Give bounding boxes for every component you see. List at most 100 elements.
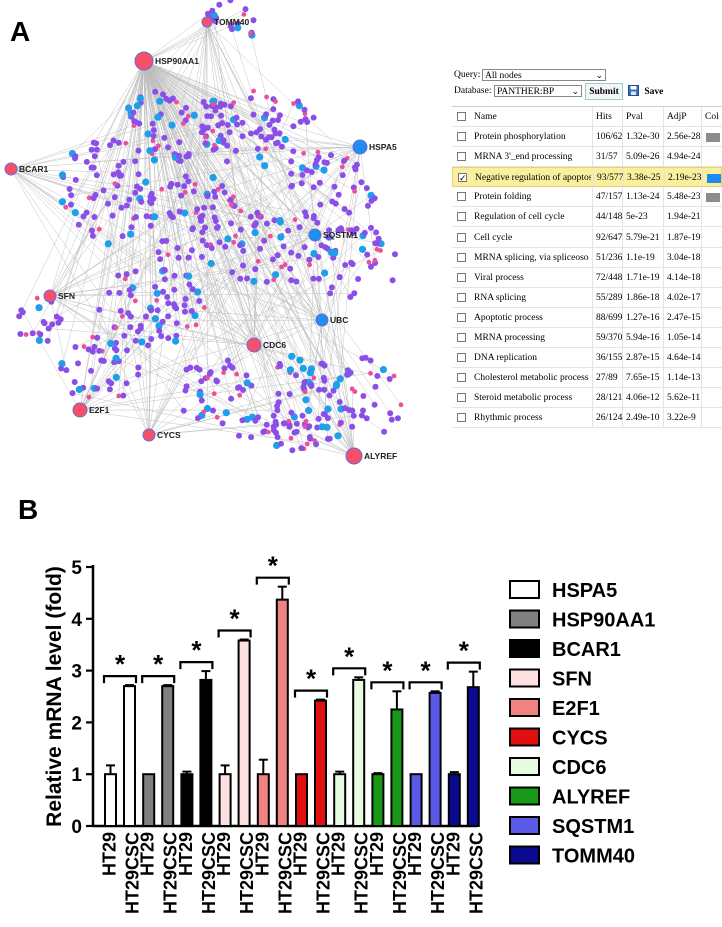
network-node [231, 239, 237, 245]
column-divider [663, 107, 664, 126]
network-node [158, 333, 165, 340]
table-row[interactable]: Protein folding 47/157 1.13e-24 5.48e-23 [452, 187, 722, 208]
row-checkbox[interactable] [457, 132, 466, 141]
row-checkbox[interactable] [457, 312, 466, 322]
column-divider [622, 267, 623, 287]
row-checkbox[interactable] [457, 373, 466, 383]
significance-star: * [382, 655, 393, 685]
table-row[interactable]: Steroid metabolic process 28/121 4.06e-12 5… [452, 388, 722, 409]
network-node [368, 197, 375, 204]
network-node [75, 360, 81, 367]
x-tick-label: HT29CSC [123, 832, 143, 914]
network-node [333, 380, 341, 389]
table-row[interactable]: MRNA splicing, via spliceoso 51/236 1.1e-1… [452, 247, 722, 268]
network-node [358, 412, 365, 419]
column-header-hits[interactable]: Hits [596, 112, 612, 122]
row-checkbox[interactable] [457, 152, 466, 162]
row-checkbox[interactable] [457, 333, 466, 342]
network-node [341, 157, 348, 164]
network-node [148, 307, 155, 314]
column-header-col[interactable]: Col [705, 112, 719, 122]
network-edge [103, 60, 145, 362]
network-node [274, 407, 281, 414]
submit-button[interactable]: Submit [585, 83, 623, 100]
network-node [373, 229, 380, 236]
table-row[interactable]: Regulation of cell cycle 44/148 5e-23 1.94e… [452, 207, 722, 228]
row-checkbox[interactable] [457, 192, 466, 202]
enrichment-table: Name Hits Pval AdjP Col Protein phosphorylati… [452, 106, 722, 429]
color-swatch[interactable] [706, 133, 720, 142]
network-node [236, 384, 243, 391]
network-node [293, 278, 300, 285]
row-checkbox[interactable] [457, 353, 466, 363]
row-checkbox[interactable] [457, 232, 466, 242]
column-divider [623, 168, 624, 187]
network-edge [10, 125, 134, 170]
network-node [130, 109, 137, 116]
network-node [228, 395, 235, 402]
table-row[interactable]: Cell cycle 92/647 5.79e-21 1.87e-19 [452, 227, 722, 248]
network-node [159, 318, 166, 325]
column-header-name[interactable]: Name [474, 112, 497, 122]
network-node [228, 220, 234, 227]
y-tick-label: 5 [71, 558, 82, 579]
network-node [273, 99, 278, 104]
column-divider [622, 328, 623, 347]
column-divider [701, 247, 702, 267]
color-swatch[interactable] [706, 193, 720, 203]
network-node [269, 117, 276, 124]
network-node [161, 134, 168, 141]
network-edge [143, 60, 328, 164]
network-node [229, 269, 236, 276]
column-divider [622, 287, 623, 307]
row-checkbox[interactable] [457, 212, 466, 222]
query-select[interactable]: All nodes ⌄ [482, 69, 606, 81]
row-checkbox[interactable] [457, 292, 466, 302]
network-edge [100, 21, 208, 361]
color-swatch[interactable] [707, 174, 721, 184]
row-checkbox[interactable] [457, 413, 466, 423]
network-node [234, 24, 242, 32]
network-node [111, 194, 118, 201]
table-row[interactable]: Viral process 72/448 1.71e-19 4.14e-18 [452, 267, 722, 288]
table-row[interactable]: MRNA 3'_end processing 31/57 5.09e-26 4.94e… [452, 147, 722, 168]
row-checkbox[interactable] [457, 252, 466, 262]
network-node [232, 147, 239, 154]
significance-bracket [179, 661, 214, 670]
network-node [331, 249, 339, 257]
network-node [58, 365, 65, 372]
row-checkbox[interactable]: ✓ [458, 173, 467, 184]
network-node [136, 95, 144, 103]
table-row[interactable]: DNA replication 36/155 2.87e-15 4.64e-14 [452, 348, 722, 369]
bar-sqstm1-ht29 [409, 773, 423, 828]
database-select[interactable]: PANTHER:BP ⌄ [494, 85, 582, 97]
column-divider [663, 408, 664, 428]
table-row[interactable]: MRNA processing 59/370 5.94e-16 1.05e-14 [452, 328, 722, 348]
cell-adjp: 4.64e-14 [667, 353, 701, 364]
table-row[interactable]: RNA splicing 55/289 1.86e-18 4.02e-17 [452, 287, 722, 308]
network-node [69, 390, 76, 397]
network-node [125, 310, 132, 317]
column-header-pval[interactable]: Pval [626, 112, 643, 122]
chart-bars: *HT29 HT29CSC*HT29 HT29CSC*HT29 HT29CSC*HT2… [100, 551, 487, 914]
save-button[interactable]: Save [628, 85, 663, 99]
network-node [293, 428, 300, 435]
table-row[interactable]: Protein phosphorylation 106/62 1.32e-30 2.5… [452, 127, 722, 147]
network-node [185, 254, 192, 261]
network-node [318, 360, 325, 367]
network-node [219, 420, 226, 427]
cell-pval: 1.32e-30 [626, 132, 660, 142]
network-node [351, 290, 358, 297]
network-edge [143, 60, 202, 382]
column-header-adjp[interactable]: AdjP [667, 112, 687, 122]
table-row[interactable]: ✓ Negative regulation of apoptos 93/577 3.3… [452, 167, 722, 188]
select-all-checkbox[interactable] [457, 112, 466, 121]
network-nodes [16, 0, 404, 454]
table-row[interactable]: Rhythmic process 26/124 2.49e-10 3.22e-9 [452, 408, 722, 429]
x-tick-label: HT29CSC [275, 832, 295, 914]
row-checkbox[interactable] [457, 393, 466, 403]
table-row[interactable]: Cholesterol metabolic process 27/89 7.65e-… [452, 368, 722, 389]
bar-sfn-ht29 [218, 773, 232, 828]
row-checkbox[interactable] [457, 272, 466, 282]
table-row[interactable]: Apoptotic process 88/699 1.27e-16 2.47e-15 [452, 307, 722, 328]
